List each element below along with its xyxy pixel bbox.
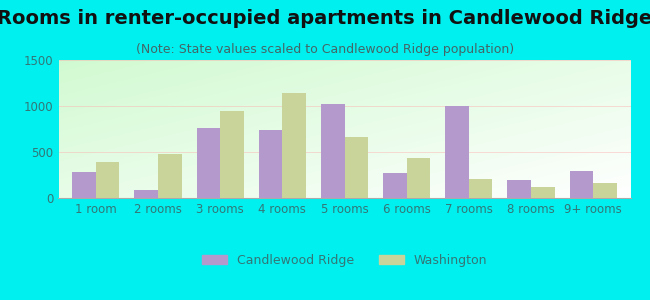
Bar	[344, 137, 368, 198]
Bar	[593, 183, 617, 198]
Bar	[469, 179, 493, 198]
Bar	[158, 154, 181, 198]
Bar	[407, 158, 430, 198]
Bar	[531, 187, 554, 198]
Bar	[383, 173, 407, 198]
Bar	[220, 111, 244, 198]
Legend: Candlewood Ridge, Washington: Candlewood Ridge, Washington	[197, 249, 492, 272]
Bar	[135, 190, 158, 198]
Bar	[321, 104, 345, 198]
Text: (Note: State values scaled to Candlewood Ridge population): (Note: State values scaled to Candlewood…	[136, 44, 514, 56]
Text: Rooms in renter-occupied apartments in Candlewood Ridge: Rooms in renter-occupied apartments in C…	[0, 9, 650, 28]
Bar	[445, 106, 469, 198]
Bar	[259, 130, 282, 198]
Bar	[96, 162, 120, 198]
Bar	[282, 93, 306, 198]
Bar	[569, 171, 593, 198]
Bar	[196, 128, 220, 198]
Bar	[72, 172, 96, 198]
Bar	[508, 180, 531, 198]
